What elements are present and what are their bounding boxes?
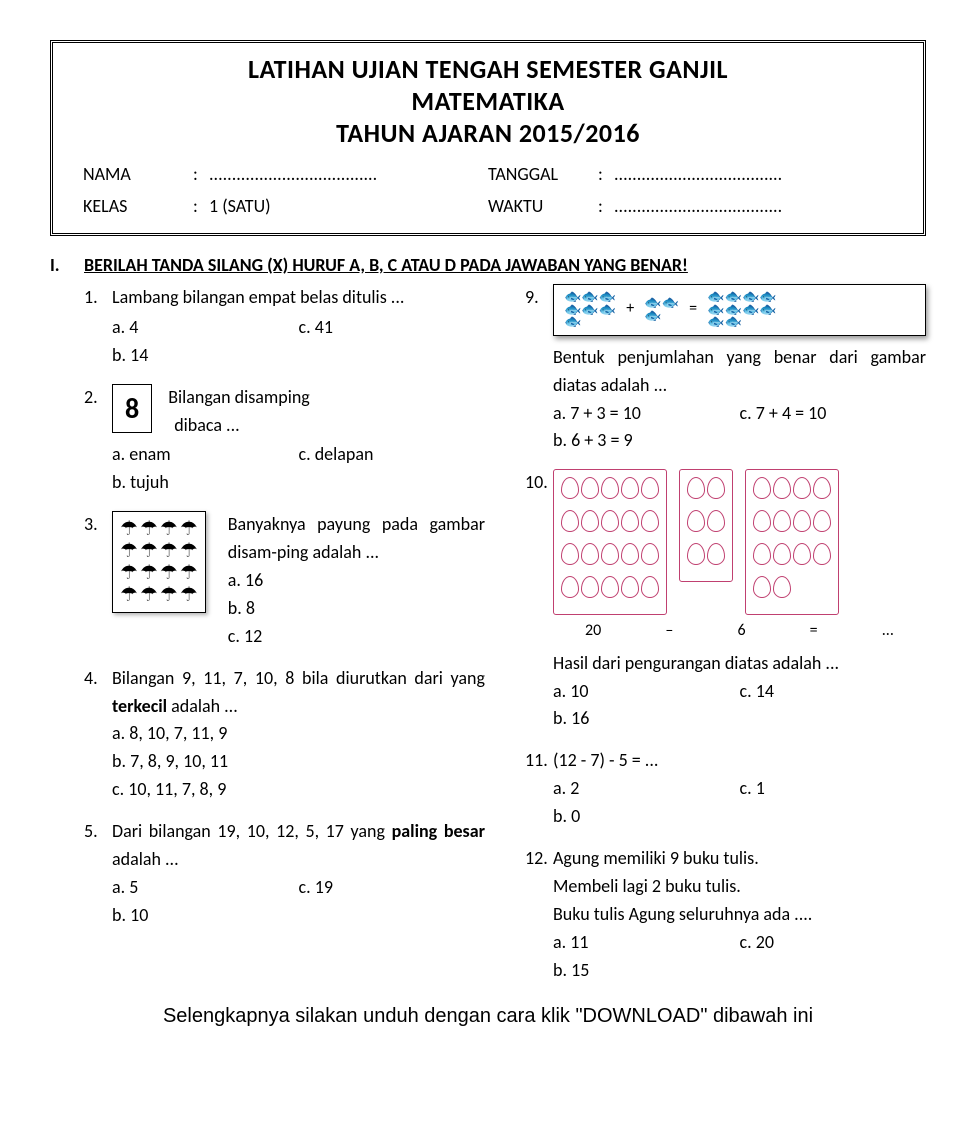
question-5: 5. Dari bilangan 19, 10, 12, 5, 17 yang … bbox=[84, 818, 485, 930]
question-9: 9. 🐟🐟🐟🐟🐟🐟🐟 + 🐟🐟🐟 = 🐟🐟🐟🐟🐟🐟🐟🐟🐟🐟 Bentuk pen… bbox=[525, 284, 926, 455]
section-header: I. BERILAH TANDA SILANG (X) HURUF A, B, … bbox=[50, 254, 926, 276]
eggs-row-icon bbox=[553, 469, 926, 615]
q5-opt-b: b. 10 bbox=[112, 902, 485, 930]
q12-opt-c: c. 20 bbox=[740, 929, 927, 957]
egg-box-6 bbox=[679, 469, 733, 582]
question-3: 3. ☂☂☂☂☂☂☂☂☂☂☂☂☂☂☂☂ Banyaknya payung pad… bbox=[84, 511, 485, 650]
q4-opt-c: c. 10, 11, 7, 8, 9 bbox=[112, 776, 485, 804]
exam-page: LATIHAN UJIAN TENGAH SEMESTER GANJIL MAT… bbox=[0, 0, 976, 1048]
q10-opt-a: a. 10 bbox=[553, 678, 740, 706]
title-line-3: TAHUN AJARAN 2015/2016 bbox=[83, 117, 893, 149]
q3-opt-c: c. 12 bbox=[228, 623, 485, 651]
q1-opt-c: c. 41 bbox=[299, 314, 486, 342]
footer-note: Selengkapnya silakan unduh dengan cara k… bbox=[50, 1005, 926, 1028]
field-kelas: KELAS : 1 (SATU) bbox=[83, 195, 488, 217]
q1-opt-b: b. 14 bbox=[112, 342, 485, 370]
question-10: 10. 20 – 6 = ... Hasil dari penguranga bbox=[525, 469, 926, 733]
q11-opt-b: b. 0 bbox=[553, 803, 926, 831]
q9-opt-b: b. 6 + 3 = 9 bbox=[553, 427, 926, 455]
q9-opt-a: a. 7 + 3 = 10 bbox=[553, 400, 740, 428]
q3-opt-b: b. 8 bbox=[228, 595, 485, 623]
column-right: 9. 🐟🐟🐟🐟🐟🐟🐟 + 🐟🐟🐟 = 🐟🐟🐟🐟🐟🐟🐟🐟🐟🐟 Bentuk pen… bbox=[525, 284, 926, 999]
q11-opt-a: a. 2 bbox=[553, 775, 740, 803]
q3-opt-a: a. 16 bbox=[228, 567, 485, 595]
question-4: 4. Bilangan 9, 11, 7, 10, 8 bila diurutk… bbox=[84, 665, 485, 804]
q4-opt-b: b. 7, 8, 9, 10, 11 bbox=[112, 748, 485, 776]
q5-opt-a: a. 5 bbox=[112, 874, 299, 902]
column-left: 1. Lambang bilangan empat belas ditulis … bbox=[84, 284, 485, 999]
q4-opt-a: a. 8, 10, 7, 11, 9 bbox=[112, 720, 485, 748]
q5-opt-c: c. 19 bbox=[299, 874, 486, 902]
field-nama: NAMA : .................................… bbox=[83, 163, 488, 185]
fish-equation-icon: 🐟🐟🐟🐟🐟🐟🐟 + 🐟🐟🐟 = 🐟🐟🐟🐟🐟🐟🐟🐟🐟🐟 bbox=[553, 284, 926, 336]
q2-opt-b: b. tujuh bbox=[112, 469, 485, 497]
q1-opt-a: a. 4 bbox=[112, 314, 299, 342]
egg-box-20 bbox=[553, 469, 667, 615]
q11-opt-c: c. 1 bbox=[740, 775, 927, 803]
q10-opt-b: b. 16 bbox=[553, 705, 926, 733]
q12-opt-b: b. 15 bbox=[553, 957, 926, 985]
number-box-icon: 8 bbox=[112, 384, 152, 433]
q9-opt-c: c. 7 + 4 = 10 bbox=[740, 400, 927, 428]
header-box: LATIHAN UJIAN TENGAH SEMESTER GANJIL MAT… bbox=[50, 40, 926, 236]
q12-opt-a: a. 11 bbox=[553, 929, 740, 957]
question-12: 12. Agung memiliki 9 buku tulis. Membeli… bbox=[525, 845, 926, 984]
title-line-1: LATIHAN UJIAN TENGAH SEMESTER GANJIL bbox=[83, 53, 893, 85]
field-tanggal: TANGGAL : ..............................… bbox=[488, 163, 893, 185]
field-waktu: WAKTU : ................................… bbox=[488, 195, 893, 217]
question-2: 2. 8 Bilangan disamping dibaca ... a. en… bbox=[84, 384, 485, 498]
q2-opt-c: c. delapan bbox=[299, 441, 486, 469]
q10-opt-c: c. 14 bbox=[740, 678, 927, 706]
q2-opt-a: a. enam bbox=[112, 441, 299, 469]
title-line-2: MATEMATIKA bbox=[83, 85, 893, 117]
egg-box-result bbox=[745, 469, 839, 615]
umbrella-grid-icon: ☂☂☂☂☂☂☂☂☂☂☂☂☂☂☂☂ bbox=[112, 511, 206, 613]
question-11: 11. (12 - 7) - 5 = ... a. 2 c. 1 b. 0 bbox=[525, 747, 926, 831]
question-1: 1. Lambang bilangan empat belas ditulis … bbox=[84, 284, 485, 370]
